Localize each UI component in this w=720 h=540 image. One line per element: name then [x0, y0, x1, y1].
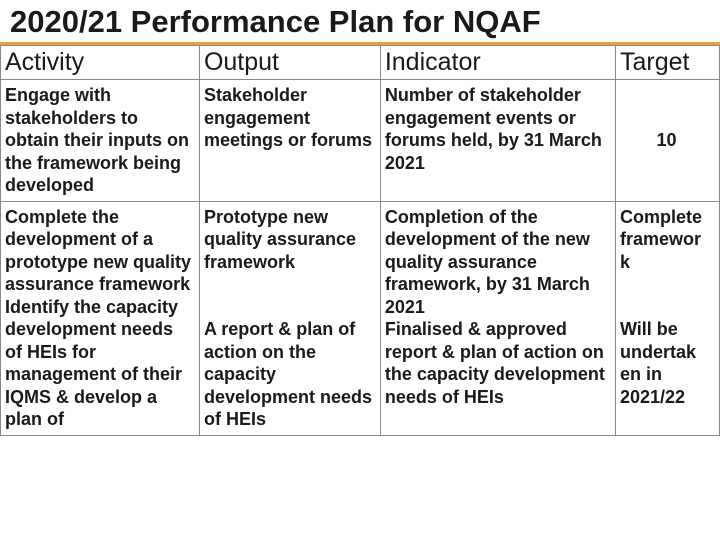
cell-output: Prototype new quality assurance framewor…	[199, 201, 380, 435]
col-header-indicator: Indicator	[380, 46, 615, 80]
table-row: Complete the development of a prototype …	[1, 201, 720, 435]
cell-output: Stakeholder engagement meetings or forum…	[199, 80, 380, 202]
cell-activity: Complete the development of a prototype …	[1, 201, 200, 435]
table-row: Engage with stakeholders to obtain their…	[1, 80, 720, 202]
cell-target: Complete framewor kWill be undertak en i…	[615, 201, 719, 435]
cell-target: 10	[615, 80, 719, 202]
col-header-activity: Activity	[1, 46, 200, 80]
performance-table: Activity Output Indicator Target Engage …	[0, 45, 720, 436]
table-header-row: Activity Output Indicator Target	[1, 46, 720, 80]
cell-indicator: Number of stakeholder engagement events …	[380, 80, 615, 202]
page-title: 2020/21 Performance Plan for NQAF	[0, 0, 720, 45]
cell-activity: Engage with stakeholders to obtain their…	[1, 80, 200, 202]
col-header-output: Output	[199, 46, 380, 80]
cell-indicator: Completion of the development of the new…	[380, 201, 615, 435]
col-header-target: Target	[615, 46, 719, 80]
